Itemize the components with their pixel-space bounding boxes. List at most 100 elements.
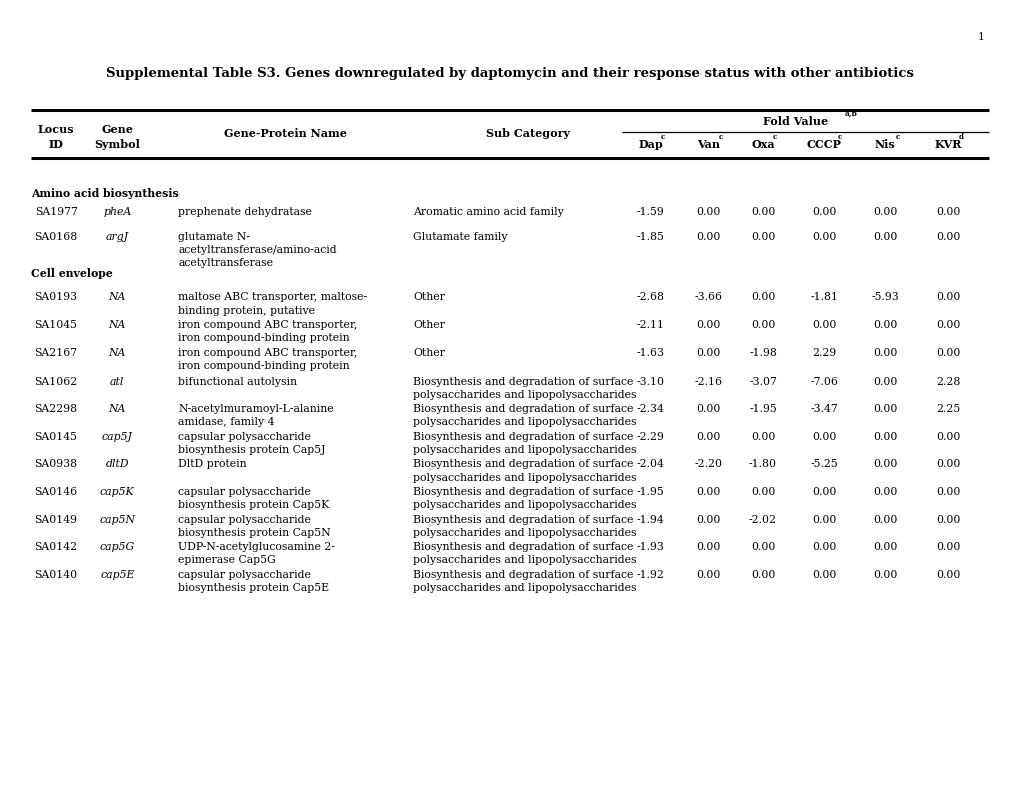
Text: 0.00: 0.00 (696, 348, 720, 358)
Text: 0.00: 0.00 (750, 542, 774, 552)
Text: 0.00: 0.00 (872, 542, 897, 552)
Text: -1.98: -1.98 (748, 348, 776, 358)
Text: -5.25: -5.25 (809, 459, 838, 470)
Text: c: c (772, 133, 776, 141)
Text: SA0168: SA0168 (35, 232, 77, 242)
Text: -2.20: -2.20 (694, 459, 722, 470)
Text: -2.11: -2.11 (636, 320, 664, 330)
Text: 0.00: 0.00 (872, 207, 897, 217)
Text: -1.92: -1.92 (636, 570, 664, 580)
Text: DltD protein: DltD protein (178, 459, 247, 470)
Text: 0.00: 0.00 (935, 320, 960, 330)
Text: -3.47: -3.47 (809, 404, 838, 414)
Text: NA: NA (108, 320, 126, 330)
Text: 0.00: 0.00 (750, 432, 774, 442)
Text: 0.00: 0.00 (872, 320, 897, 330)
Text: 0.00: 0.00 (872, 459, 897, 470)
Text: 0.00: 0.00 (872, 487, 897, 497)
Text: 0.00: 0.00 (811, 232, 836, 242)
Text: 0.00: 0.00 (750, 232, 774, 242)
Text: CCCP: CCCP (806, 139, 841, 151)
Text: bifunctional autolysin: bifunctional autolysin (178, 377, 298, 387)
Text: -1.93: -1.93 (636, 542, 664, 552)
Text: Van: Van (697, 139, 719, 151)
Text: -1.95: -1.95 (748, 404, 776, 414)
Text: dltD: dltD (105, 459, 129, 470)
Text: c: c (718, 133, 722, 141)
Text: -1.63: -1.63 (636, 348, 664, 358)
Text: UDP-N-acetylglucosamine 2-
epimerase Cap5G: UDP-N-acetylglucosamine 2- epimerase Cap… (178, 542, 335, 565)
Text: -1.59: -1.59 (636, 207, 664, 217)
Text: -2.34: -2.34 (636, 404, 664, 414)
Text: -2.04: -2.04 (636, 459, 664, 470)
Text: 1: 1 (976, 32, 983, 42)
Text: pheA: pheA (103, 207, 131, 217)
Text: 0.00: 0.00 (872, 348, 897, 358)
Text: Other: Other (413, 320, 444, 330)
Text: cap5J: cap5J (102, 432, 132, 442)
Text: 0.00: 0.00 (935, 515, 960, 525)
Text: ID: ID (49, 139, 63, 151)
Text: Sub Category: Sub Category (485, 128, 570, 139)
Text: -5.93: -5.93 (870, 292, 899, 303)
Text: 0.00: 0.00 (811, 320, 836, 330)
Text: SA0145: SA0145 (35, 432, 77, 442)
Text: Biosynthesis and degradation of surface
polysaccharides and lipopolysaccharides: Biosynthesis and degradation of surface … (413, 459, 636, 482)
Text: SA2298: SA2298 (35, 404, 77, 414)
Text: 0.00: 0.00 (935, 292, 960, 303)
Text: glutamate N-
acetyltransferase/amino-acid
acetyltransferase: glutamate N- acetyltransferase/amino-aci… (178, 232, 337, 268)
Text: Biosynthesis and degradation of surface
polysaccharides and lipopolysaccharides: Biosynthesis and degradation of surface … (413, 432, 636, 455)
Text: 0.00: 0.00 (872, 515, 897, 525)
Text: 0.00: 0.00 (696, 570, 720, 580)
Text: 0.00: 0.00 (935, 459, 960, 470)
Text: N-acetylmuramoyl-L-alanine
amidase, family 4: N-acetylmuramoyl-L-alanine amidase, fami… (178, 404, 334, 427)
Text: SA1062: SA1062 (35, 377, 77, 387)
Text: Gene: Gene (101, 124, 133, 135)
Text: 0.00: 0.00 (750, 292, 774, 303)
Text: atl: atl (110, 377, 124, 387)
Text: 0.00: 0.00 (935, 432, 960, 442)
Text: 0.00: 0.00 (696, 232, 720, 242)
Text: 0.00: 0.00 (811, 570, 836, 580)
Text: SA2167: SA2167 (35, 348, 77, 358)
Text: SA0140: SA0140 (35, 570, 77, 580)
Text: NA: NA (108, 292, 126, 303)
Text: Biosynthesis and degradation of surface
polysaccharides and lipopolysaccharides: Biosynthesis and degradation of surface … (413, 377, 636, 400)
Text: SA0149: SA0149 (35, 515, 77, 525)
Text: 0.00: 0.00 (872, 377, 897, 387)
Text: 0.00: 0.00 (935, 348, 960, 358)
Text: -1.81: -1.81 (809, 292, 838, 303)
Text: capsular polysaccharide
biosynthesis protein Cap5K: capsular polysaccharide biosynthesis pro… (178, 487, 329, 510)
Text: cap5N: cap5N (99, 515, 136, 525)
Text: Aromatic amino acid family: Aromatic amino acid family (413, 207, 564, 217)
Text: 0.00: 0.00 (750, 487, 774, 497)
Text: 0.00: 0.00 (872, 404, 897, 414)
Text: 2.25: 2.25 (935, 404, 960, 414)
Text: KVR: KVR (934, 139, 961, 151)
Text: -2.02: -2.02 (748, 515, 776, 525)
Text: -1.94: -1.94 (636, 515, 664, 525)
Text: 0.00: 0.00 (935, 207, 960, 217)
Text: SA1045: SA1045 (35, 320, 77, 330)
Text: Fold Value: Fold Value (762, 116, 827, 127)
Text: capsular polysaccharide
biosynthesis protein Cap5J: capsular polysaccharide biosynthesis pro… (178, 432, 326, 455)
Text: Biosynthesis and degradation of surface
polysaccharides and lipopolysaccharides: Biosynthesis and degradation of surface … (413, 487, 636, 510)
Text: NA: NA (108, 404, 126, 414)
Text: -2.16: -2.16 (694, 377, 722, 387)
Text: 0.00: 0.00 (750, 207, 774, 217)
Text: argJ: argJ (106, 232, 128, 242)
Text: Biosynthesis and degradation of surface
polysaccharides and lipopolysaccharides: Biosynthesis and degradation of surface … (413, 404, 636, 427)
Text: SA0938: SA0938 (35, 459, 77, 470)
Text: 0.00: 0.00 (872, 570, 897, 580)
Text: Other: Other (413, 292, 444, 303)
Text: c: c (837, 133, 841, 141)
Text: Amino acid biosynthesis: Amino acid biosynthesis (31, 188, 178, 199)
Text: 0.00: 0.00 (811, 487, 836, 497)
Text: 0.00: 0.00 (935, 232, 960, 242)
Text: 0.00: 0.00 (696, 207, 720, 217)
Text: 0.00: 0.00 (872, 432, 897, 442)
Text: 2.28: 2.28 (935, 377, 960, 387)
Text: 0.00: 0.00 (696, 515, 720, 525)
Text: Locus: Locus (38, 124, 74, 135)
Text: NA: NA (108, 348, 126, 358)
